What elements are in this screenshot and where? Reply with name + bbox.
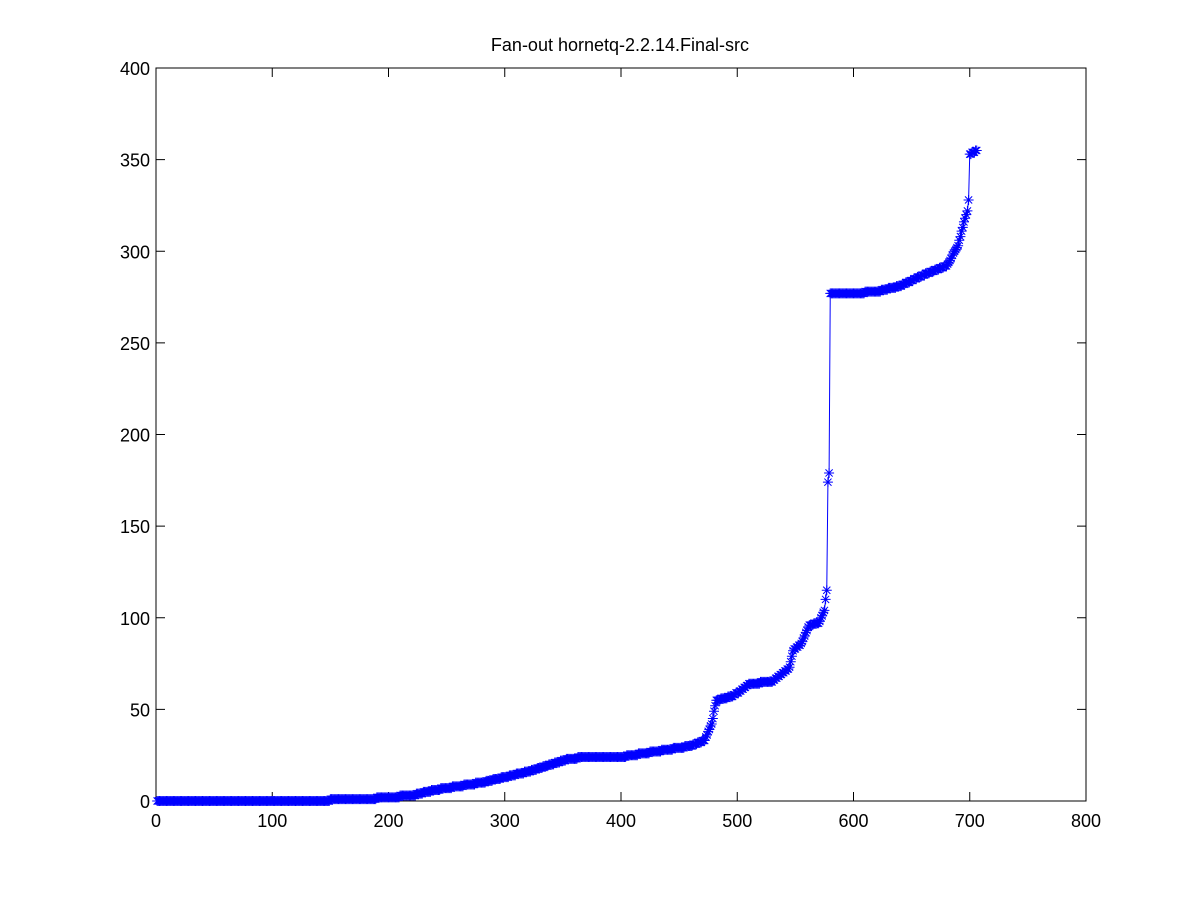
- x-tick-label: 800: [1071, 811, 1101, 831]
- data-point: [710, 700, 721, 711]
- data-point: [953, 240, 964, 251]
- y-tick-label: 0: [140, 792, 150, 812]
- x-tick-label: 700: [955, 811, 985, 831]
- y-tick-label: 400: [120, 59, 150, 79]
- data-point: [822, 477, 833, 488]
- x-tick-label: 200: [373, 811, 403, 831]
- y-tick-label: 100: [120, 609, 150, 629]
- y-tick-label: 250: [120, 334, 150, 354]
- data-point: [971, 145, 982, 156]
- data-point: [699, 735, 710, 746]
- data-point: [786, 651, 797, 662]
- data-point: [821, 585, 832, 596]
- data-point: [802, 625, 812, 636]
- data-point: [960, 213, 971, 224]
- y-tick-label: 350: [120, 151, 150, 171]
- axes-box: [155, 67, 1087, 802]
- y-tick-label: 150: [120, 517, 150, 537]
- axis-ticks: [155, 67, 1087, 802]
- data-point: [962, 205, 973, 216]
- data-point: [963, 194, 974, 205]
- x-tick-label: 300: [490, 811, 520, 831]
- data-point: [820, 594, 831, 605]
- x-tick-label: 500: [722, 811, 752, 831]
- data-point: [709, 706, 719, 717]
- x-tick-label: 600: [838, 811, 868, 831]
- data-point: [956, 226, 967, 237]
- data-point: [797, 636, 808, 647]
- data-point: [704, 724, 715, 735]
- data-point: [706, 719, 717, 730]
- data-point: [707, 713, 718, 724]
- marker-layer: [152, 145, 982, 806]
- data-point: [785, 656, 796, 667]
- data-point: [824, 467, 835, 478]
- x-tick-label: 100: [257, 811, 287, 831]
- data-point: [814, 616, 825, 627]
- y-tick-label: 50: [130, 700, 150, 720]
- y-tick-label: 300: [120, 242, 150, 262]
- data-point: [819, 605, 830, 616]
- chart-title: Fan-out hornetq-2.2.14.Final-src: [491, 35, 749, 55]
- data-point: [954, 235, 965, 246]
- data-point: [958, 216, 969, 227]
- data-point: [817, 610, 828, 621]
- data-point: [961, 209, 972, 220]
- axis-tick-labels: 0 100 200 300 400 500 600 700 800 0 50 100 150 200 250…: [120, 59, 1101, 831]
- data-point: [957, 222, 968, 233]
- data-point: [946, 253, 957, 264]
- data-point: [784, 662, 795, 673]
- y-tick-label: 200: [120, 426, 150, 446]
- data-point: [955, 231, 966, 242]
- x-tick-label: 400: [606, 811, 636, 831]
- data-point: [799, 631, 810, 642]
- data-point: [702, 730, 713, 741]
- x-tick-label: 0: [151, 811, 161, 831]
